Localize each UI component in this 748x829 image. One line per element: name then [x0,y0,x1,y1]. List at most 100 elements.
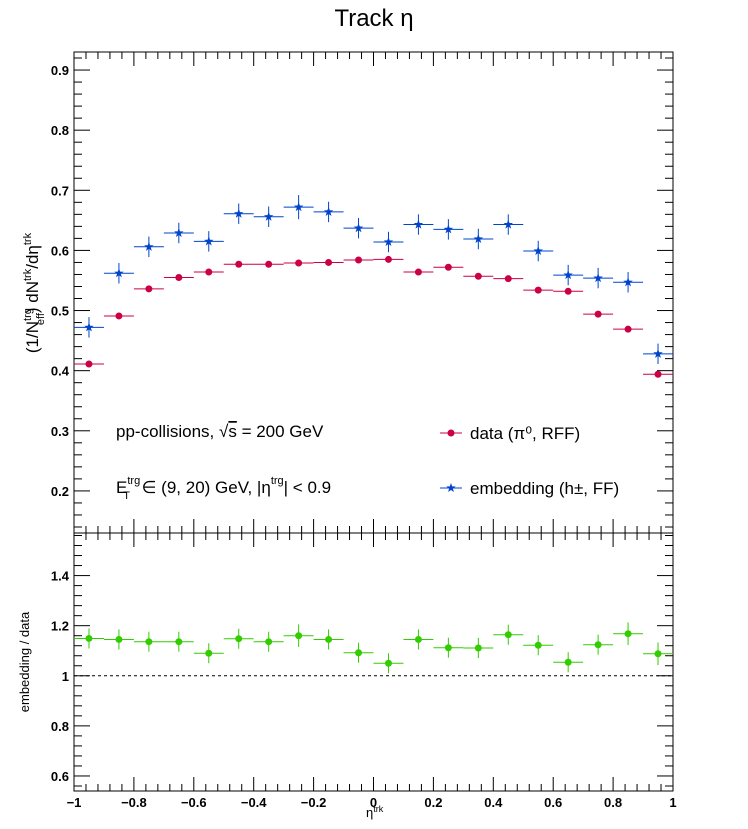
chart-title: Track η [334,5,413,32]
bottom-y-axis-label: embedding / data [17,611,32,712]
data-point [295,259,303,267]
data-point [474,272,482,280]
data-point [444,263,452,271]
bottom-data-marks [74,622,673,674]
legend: data (π⁰, RFF) embedding (h±, FF) [440,424,619,498]
x-tick-label: 0.4 [484,795,503,810]
y-tick-label: 1 [62,669,69,684]
x-tick-label: −0.6 [181,795,207,810]
data-point [413,219,424,229]
x-tick-label: −0.2 [301,795,327,810]
data-point [265,638,273,646]
top-y-axis-label: (1/Ntrgeff) dNtrk/dηtrk [22,232,47,353]
data-point [534,641,542,649]
y-tick-label: 0.3 [51,424,69,439]
data-point [355,649,363,657]
legend-marker-embedding [446,483,456,493]
data-point [504,275,512,283]
y-tick-label: 0.6 [51,243,69,258]
data-point [85,634,93,642]
data-point [84,322,94,332]
bottom-axes: 0.6 0.8 1 1.2 1.4 −1 −0.8 −0.6 −0.4 −0.2 0 0.2 0.4 0.… [51,533,677,810]
data-point [204,236,214,246]
legend-entry-data: data (π⁰, RFF) [440,424,580,443]
data-point [174,227,184,238]
data-point [623,277,633,287]
top-panel-frame [73,51,674,534]
data-point [263,211,274,221]
y-tick-label: 0.9 [51,63,69,78]
data-point [325,258,333,266]
x-tick-label: 0.8 [604,795,622,810]
data-point [235,260,243,268]
data-point [85,360,93,368]
data-point [144,241,154,251]
data-point [414,268,422,276]
data-point [594,641,602,649]
x-tick-label: −1 [67,795,82,810]
data-point [384,255,392,263]
data-point [443,224,454,234]
data-point [233,208,244,218]
x-tick-label: −0.8 [121,795,147,810]
data-point [564,287,572,295]
data-point [564,658,572,666]
y-tick-label: 0.8 [51,123,69,138]
x-tick-label: 0.2 [424,795,442,810]
y-tick-label: 0.4 [51,364,70,379]
x-axis-label: ηtrk [366,804,384,820]
data-point [114,268,124,278]
data-point [624,630,632,638]
data-point [654,370,662,378]
data-point [145,638,153,646]
cuts-annotation: Etrg T ∈ (9, 20) GeV, |ηtrg| < 0.9 [116,475,331,502]
data-point [444,644,452,652]
data-point [384,659,392,667]
data-point [654,650,662,658]
x-tick-label: 0 [370,795,377,810]
data-point [383,237,394,247]
data-point [534,286,542,294]
data-point [653,348,663,358]
top-data-marks [74,195,673,378]
x-tick-label: 1 [669,795,676,810]
data-point [593,273,603,283]
data-point [355,256,363,264]
data-point [474,644,482,652]
data-point [533,246,543,256]
data-point [205,649,213,657]
data-point [265,260,273,268]
data-point [145,285,153,293]
data-point [323,206,334,216]
data-point [594,310,602,318]
x-tick-label: −0.4 [241,795,267,810]
data-point [503,219,514,229]
data-point [353,223,364,233]
data-point [115,312,123,320]
data-point [325,635,333,643]
y-tick-label: 0.5 [51,304,69,319]
y-tick-label: 1.4 [51,569,70,584]
y-tick-label: 0.6 [51,769,69,784]
top-axes: 0.2 0.3 0.4 0.5 0.6 0.7 0.8 0.9 [51,52,674,533]
data-point [624,325,632,333]
data-point [563,270,573,280]
y-tick-label: 1.2 [51,619,69,634]
data-point [205,268,213,276]
legend-marker-data [447,429,455,437]
data-point [473,233,484,244]
series-0 [74,622,673,674]
legend-label-data: data (π⁰, RFF) [470,424,580,443]
data-point [414,635,422,643]
collision-annotation: pp-collisions, √s = 200 GeV [116,422,324,441]
legend-label-embedding: embedding (h±, FF) [470,479,619,498]
series-1 [74,195,673,365]
data-point [115,635,123,643]
data-point [235,635,243,643]
data-point [295,632,303,640]
y-tick-label: 0.8 [51,719,69,734]
data-point [175,638,183,646]
data-point [293,202,304,212]
